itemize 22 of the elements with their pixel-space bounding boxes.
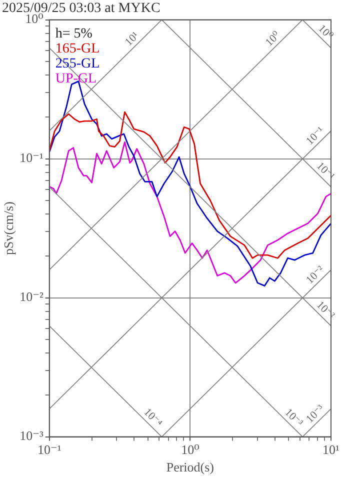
annotation: 10⁻² bbox=[304, 263, 328, 286]
annotation: 10⁻⁴ bbox=[141, 406, 164, 430]
annotation: 10⁻¹ bbox=[304, 124, 327, 148]
annotation: 10¹ bbox=[122, 30, 142, 48]
annotation: 10⁻² bbox=[314, 298, 338, 322]
y-axis-title: pSv(cm/s) bbox=[1, 202, 16, 256]
x-tick-label: 10⁻¹ bbox=[37, 442, 62, 458]
x-axis-title: Period(s) bbox=[166, 460, 214, 475]
x-tick-label: 10⁰ bbox=[181, 442, 200, 458]
annotation: 10⁻¹ bbox=[314, 160, 337, 183]
y-tick-label: 10⁻² bbox=[20, 289, 44, 304]
series-label: 255-GL bbox=[55, 56, 100, 72]
text: 165-GL bbox=[55, 41, 100, 56]
annotation: h= 5% bbox=[55, 26, 93, 42]
x-tick-label: 10¹ bbox=[322, 442, 340, 458]
annotation: 10⁰ bbox=[316, 22, 336, 42]
text: UP-GL bbox=[55, 71, 97, 86]
annotation: 10⁻³ bbox=[304, 402, 328, 426]
y-tick-label: 10⁻¹ bbox=[20, 150, 44, 166]
annotation: 10⁻³ bbox=[282, 406, 306, 430]
y-tick-label: 10⁻³ bbox=[20, 428, 44, 444]
annotation: 10⁰ bbox=[263, 29, 284, 49]
